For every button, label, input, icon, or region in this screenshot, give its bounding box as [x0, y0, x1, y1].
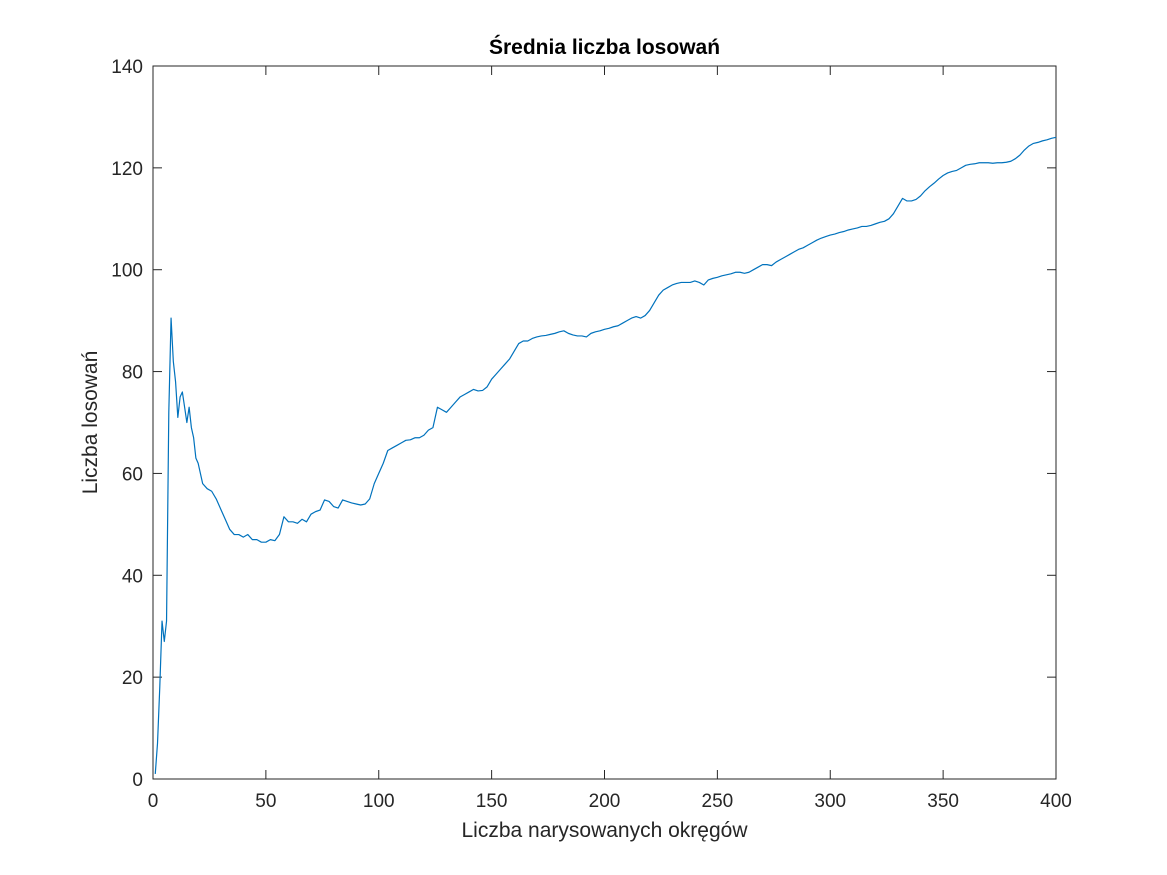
x-tick-label: 250	[702, 791, 734, 812]
x-tick-label: 50	[255, 791, 276, 812]
y-tick-label: 140	[111, 57, 143, 78]
plot-area: 0 50 100 150 200 250 300 350 400 0 20 40 60 80 100 120 1…	[111, 57, 1072, 812]
y-tick-label: 100	[111, 261, 143, 282]
x-tick-label: 0	[148, 791, 159, 812]
y-axis-label: Liczba losowań	[79, 351, 102, 495]
series-line	[154, 136, 1057, 774]
axes-box	[152, 65, 1057, 780]
x-tick-label: 200	[589, 791, 621, 812]
x-tick-label: 100	[363, 791, 395, 812]
axis-tick-labels: 0 50 100 150 200 250 300 350 400 0 20 40 60 80 100 120 1…	[111, 57, 1072, 812]
y-tick-label: 40	[122, 566, 143, 587]
x-tick-label: 300	[814, 791, 846, 812]
chart-title: Średnia liczba losowań	[489, 35, 720, 59]
x-axis-label: Liczba narysowanych okręgów	[462, 819, 749, 842]
y-tick-label: 80	[122, 363, 143, 384]
y-tick-label: 20	[122, 668, 143, 689]
x-tick-label: 350	[927, 791, 959, 812]
axis-ticks	[152, 65, 1057, 780]
y-tick-label: 0	[132, 770, 143, 791]
x-tick-label: 150	[476, 791, 508, 812]
x-tick-label: 400	[1040, 791, 1072, 812]
y-tick-label: 60	[122, 464, 143, 485]
y-tick-label: 120	[111, 159, 143, 180]
